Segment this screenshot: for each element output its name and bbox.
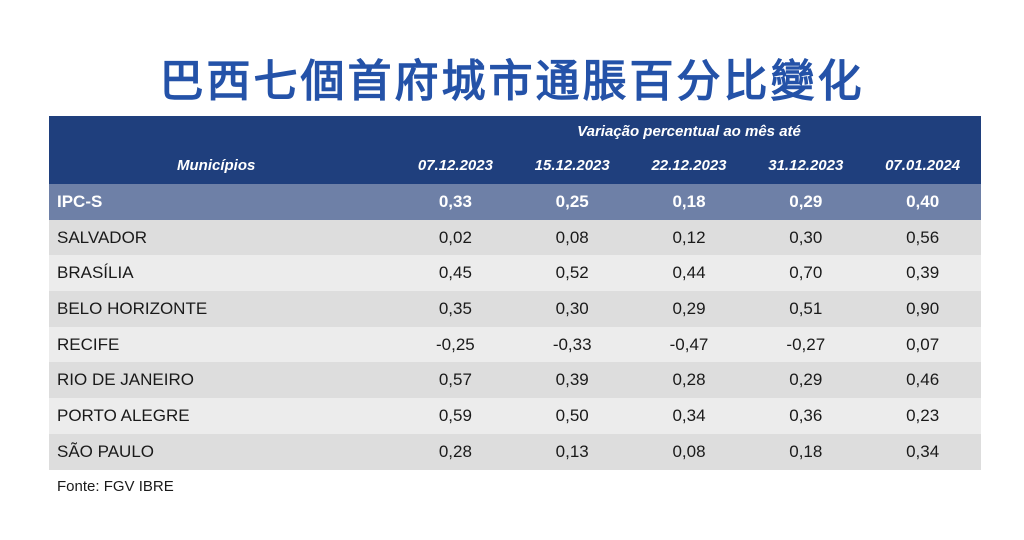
- table-row: PORTO ALEGRE 0,59 0,50 0,34 0,36 0,23: [49, 398, 982, 434]
- table-row: BELO HORIZONTE 0,35 0,30 0,29 0,51 0,90: [49, 291, 982, 327]
- column-header-row: Municípios 07.12.2023 15.12.2023 22.12.202…: [49, 146, 982, 184]
- value-cell: 0,39: [513, 362, 631, 399]
- value-cell: 0,34: [864, 433, 982, 470]
- value-cell: 0,29: [630, 291, 748, 327]
- value-cell: 0,45: [397, 255, 514, 292]
- row-label: SÃO PAULO: [49, 433, 397, 470]
- value-cell: 0,51: [747, 291, 865, 327]
- value-cell: 0,70: [747, 255, 865, 292]
- super-header: Variação percentual ao mês até: [397, 116, 982, 146]
- value-cell: 0,56: [864, 219, 982, 256]
- value-cell: 0,36: [747, 398, 865, 434]
- value-cell: 0,29: [747, 184, 865, 220]
- value-cell: 0,28: [397, 433, 514, 470]
- column-header: 22.12.2023: [630, 146, 748, 184]
- value-cell: 0,23: [864, 398, 982, 434]
- value-cell: 0,13: [513, 433, 631, 470]
- chart-title: 巴西七個首府城市通脹百分比變化: [159, 56, 865, 107]
- row-label: PORTO ALEGRE: [49, 398, 397, 434]
- value-cell: 0,39: [864, 255, 982, 292]
- column-header: 07.12.2023: [397, 146, 514, 184]
- inflation-table: Variação percentual ao mês até Município…: [49, 116, 982, 470]
- table-row: SALVADOR 0,02 0,08 0,12 0,30 0,56: [49, 219, 982, 256]
- column-header: 07.01.2024: [864, 146, 982, 184]
- row-label: SALVADOR: [49, 219, 397, 256]
- value-cell: 0,25: [513, 184, 631, 220]
- table-row: BRASÍLIA 0,45 0,52 0,44 0,70 0,39: [49, 255, 982, 292]
- super-header-row: Variação percentual ao mês até: [49, 116, 982, 146]
- table-row: RECIFE -0,25 -0,33 -0,47 -0,27 0,07: [49, 326, 982, 363]
- value-cell: 0,34: [630, 398, 748, 434]
- row-label: RECIFE: [49, 326, 397, 363]
- value-cell: 0,30: [747, 219, 865, 256]
- value-cell: 0,40: [864, 184, 982, 220]
- value-cell: 0,07: [864, 326, 982, 363]
- value-cell: 0,33: [397, 184, 514, 220]
- value-cell: -0,33: [513, 326, 631, 363]
- value-cell: 0,08: [513, 219, 631, 256]
- value-cell: 0,08: [630, 433, 748, 470]
- value-cell: 0,57: [397, 362, 514, 399]
- column-header: 15.12.2023: [513, 146, 631, 184]
- table-body: IPC-S 0,33 0,25 0,18 0,29 0,40 SALVADOR 0,02 0,0…: [49, 184, 982, 470]
- value-cell: 0,90: [864, 291, 982, 327]
- value-cell: 0,50: [513, 398, 631, 434]
- value-cell: -0,25: [397, 326, 514, 363]
- value-cell: 0,18: [630, 184, 748, 220]
- row-label: BRASÍLIA: [49, 255, 397, 292]
- value-cell: 0,46: [864, 362, 982, 399]
- header-blank-cell: [49, 116, 397, 146]
- value-cell: 0,59: [397, 398, 514, 434]
- value-cell: 0,44: [630, 255, 748, 292]
- value-cell: 0,35: [397, 291, 514, 327]
- table-row: IPC-S 0,33 0,25 0,18 0,29 0,40: [49, 184, 982, 220]
- row-header: Municípios: [49, 146, 397, 184]
- row-label: IPC-S: [49, 184, 397, 220]
- table-row: SÃO PAULO 0,28 0,13 0,08 0,18 0,34: [49, 433, 982, 470]
- value-cell: 0,29: [747, 362, 865, 399]
- table-row: RIO DE JANEIRO 0,57 0,39 0,28 0,29 0,46: [49, 362, 982, 399]
- value-cell: 0,12: [630, 219, 748, 256]
- value-cell: 0,52: [513, 255, 631, 292]
- row-label: BELO HORIZONTE: [49, 291, 397, 327]
- source-note: Fonte: FGV IBRE: [57, 478, 174, 495]
- value-cell: -0,27: [747, 326, 865, 363]
- value-cell: 0,02: [397, 219, 514, 256]
- row-label: RIO DE JANEIRO: [49, 362, 397, 399]
- value-cell: -0,47: [630, 326, 748, 363]
- value-cell: 0,28: [630, 362, 748, 399]
- column-header: 31.12.2023: [747, 146, 865, 184]
- value-cell: 0,30: [513, 291, 631, 327]
- value-cell: 0,18: [747, 433, 865, 470]
- inflation-table-container: Variação percentual ao mês até Município…: [49, 116, 982, 470]
